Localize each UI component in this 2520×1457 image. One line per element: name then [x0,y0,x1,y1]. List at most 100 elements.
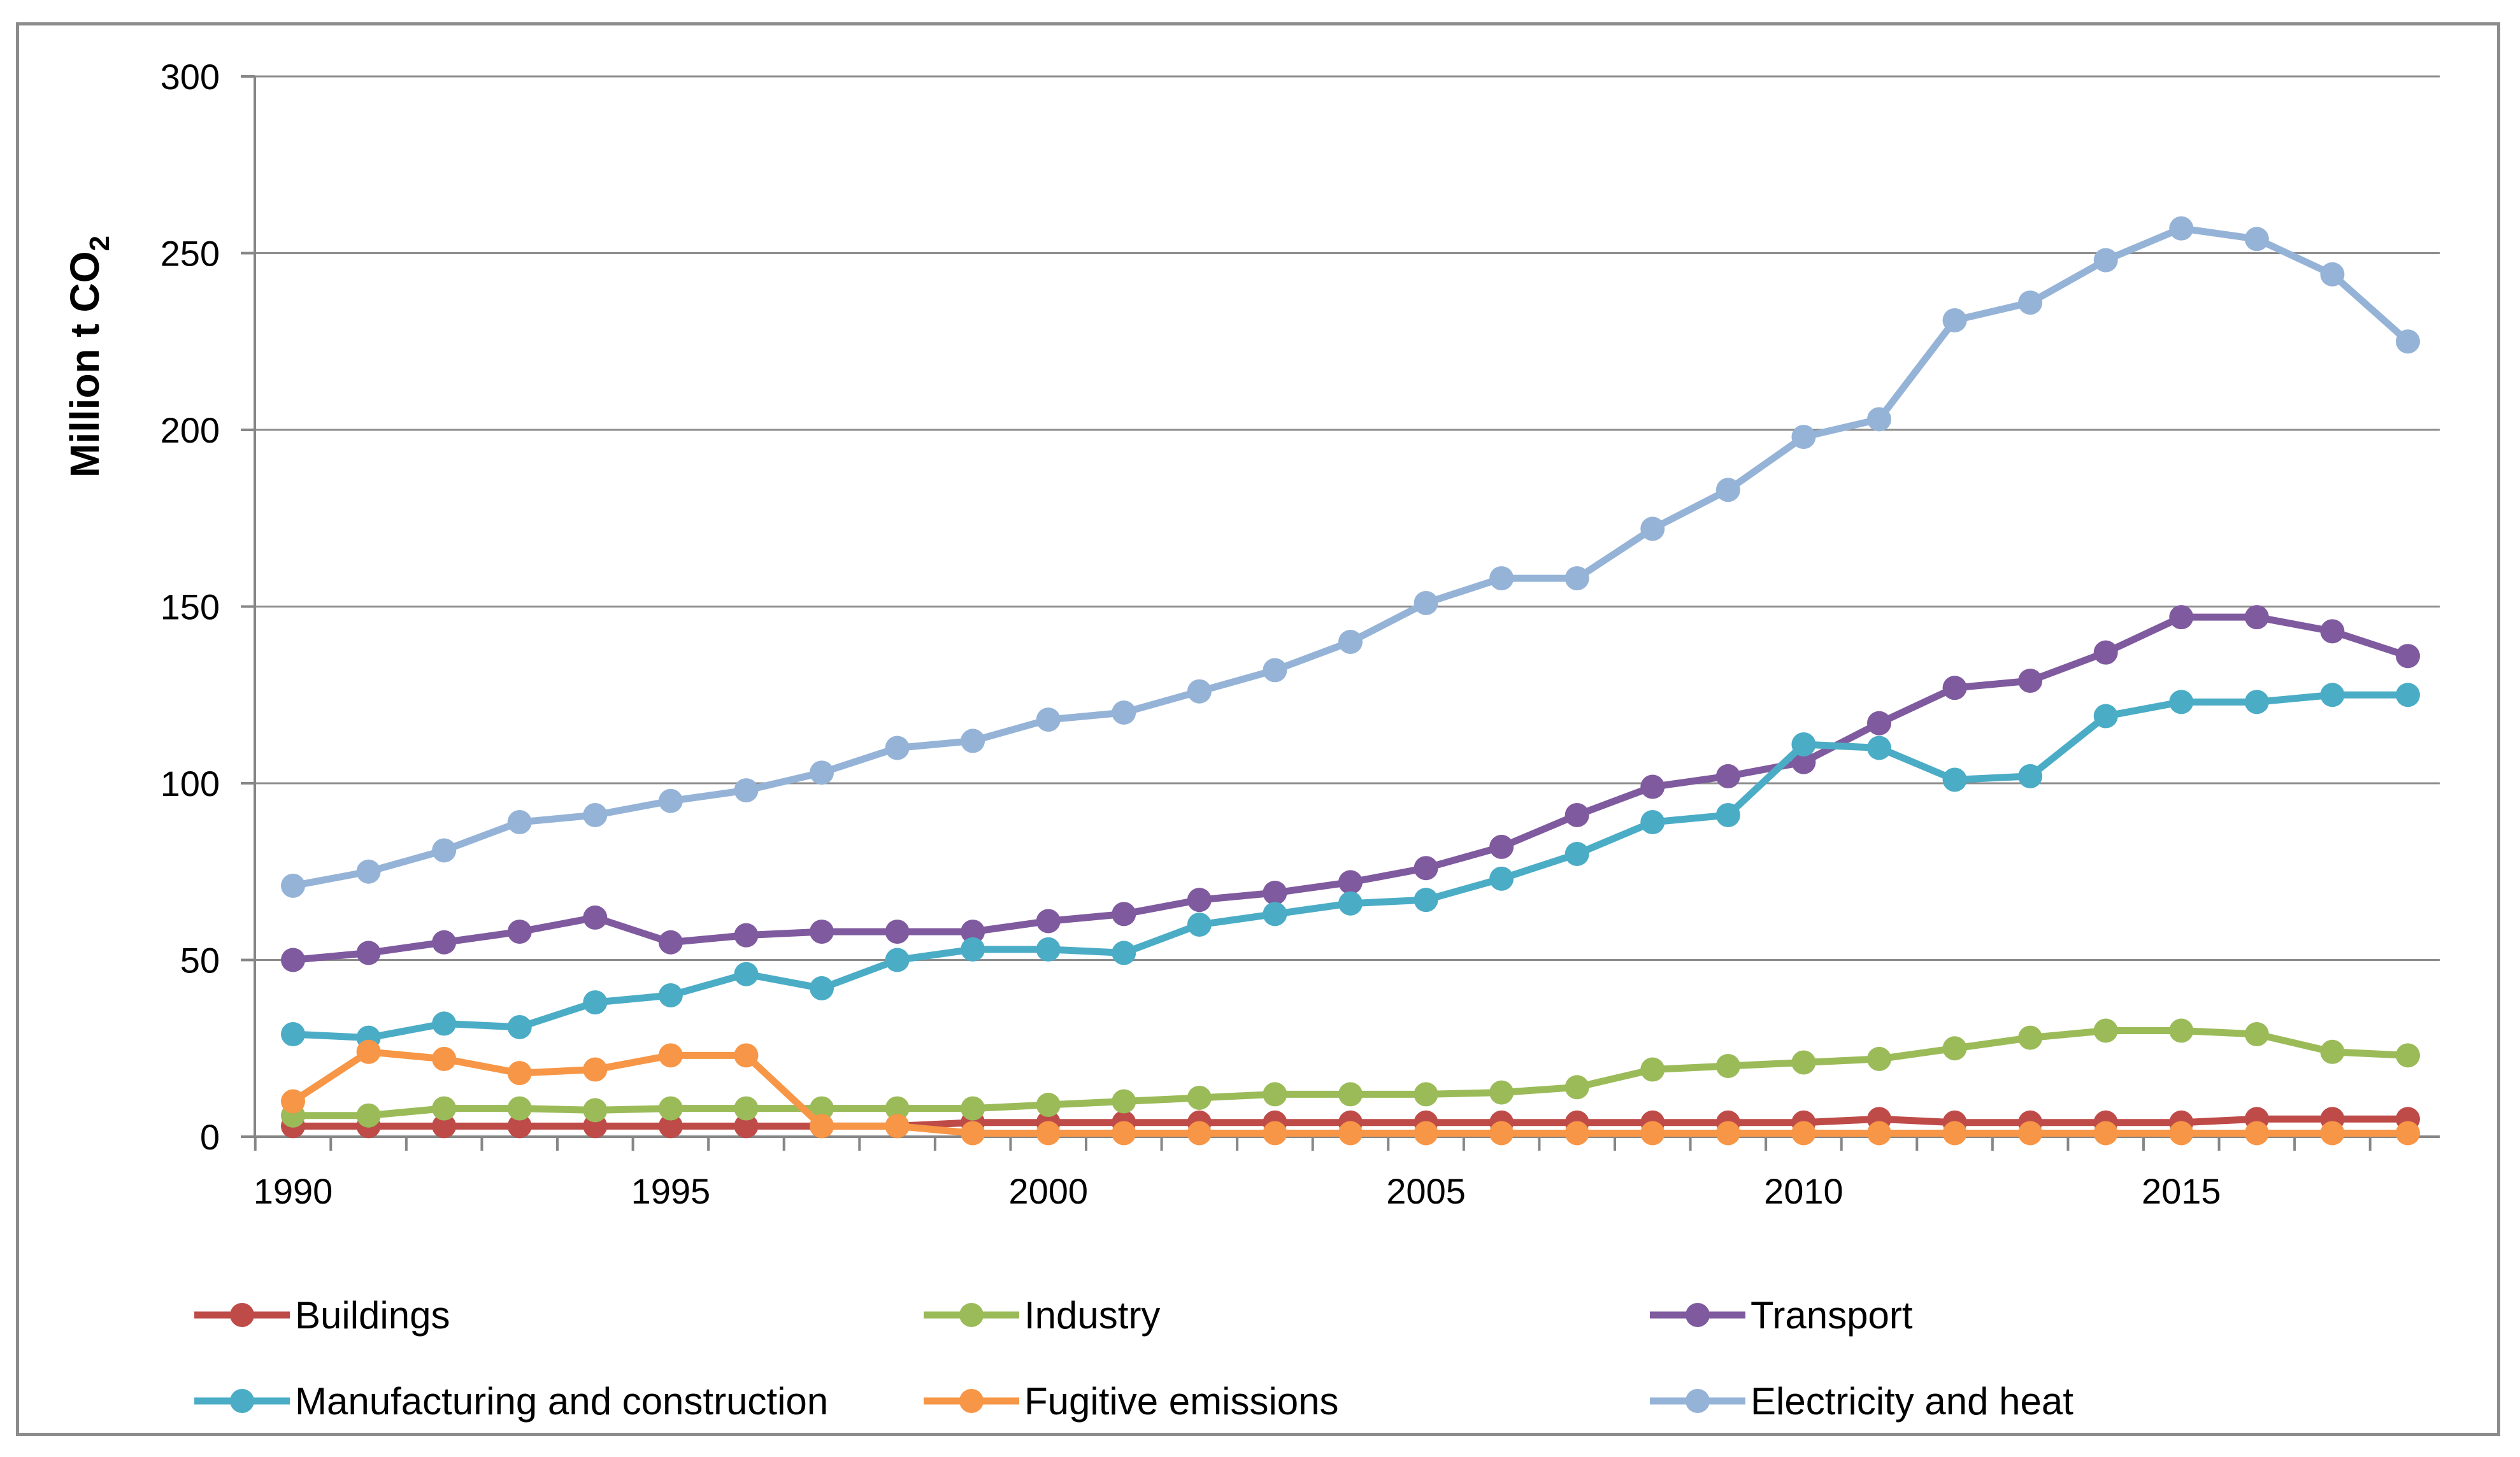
legend-item-fugitive-emissions: Fugitive emissions [924,1380,1339,1423]
data-point [734,1043,759,1068]
y-axis-label-subscript: 2 [84,236,115,251]
axes [241,75,2440,1151]
data-point [2093,640,2118,665]
data-point [356,941,381,965]
data-point [810,920,834,944]
data-point [734,1114,759,1139]
data-point [1791,1121,1816,1146]
data-point [2320,1121,2345,1146]
data-point [1187,679,1212,704]
legend-label: Electricity and heat [1750,1380,2073,1423]
legend-item-buildings: Buildings [194,1294,450,1337]
data-point [1187,1121,1212,1146]
data-point [1942,308,1967,332]
data-point [1263,881,1287,906]
data-point [1867,736,1891,760]
data-point [1338,870,1363,895]
data-point [961,937,985,962]
y-axis-label-main: Million t CO [62,251,108,478]
legend-label: Buildings [295,1294,450,1337]
data-point [1715,1054,1740,1078]
data-point [1338,1121,1363,1146]
data-point [2169,690,2194,714]
legend-item-transport: Transport [1650,1294,1913,1337]
data-point [2018,669,2043,693]
line-chart: 0 50 100 150 200 250 300 1990 1995 2000 2005 2010 2… [62,57,2440,1423]
data-point [432,1011,457,1036]
data-point [2018,764,2043,788]
data-point [2396,1121,2420,1146]
x-tick-labels: 1990 1995 2000 2005 2010 2015 [254,1171,2221,1211]
data-point [1791,1050,1816,1075]
data-point [2018,290,2043,315]
data-point [1112,700,1136,725]
data-point [2018,1025,2043,1050]
data-point [734,923,759,948]
data-point [1036,1093,1061,1118]
data-point [507,1096,532,1121]
series-line [292,691,2408,1042]
data-point [1187,1085,1212,1110]
data-point [2169,1018,2194,1043]
data-point [2396,329,2420,354]
data-point [1791,750,1816,774]
data-point [734,962,759,986]
data-point [1263,1082,1287,1107]
data-point [1338,891,1363,916]
chart-frame: 0 50 100 150 200 250 300 1990 1995 2000 2005 2010 2… [16,22,2500,1436]
legend-label: Industry [1024,1294,1160,1337]
data-point [885,1096,910,1121]
data-point [1112,902,1136,927]
y-axis-label: Million t CO2 [62,236,115,478]
data-point [432,930,457,955]
data-point [2244,1121,2269,1146]
data-point [1036,937,1061,962]
data-point [583,990,608,1015]
data-point [507,1061,532,1086]
data-point [1640,1057,1665,1082]
x-tick-label-1990: 1990 [254,1171,333,1211]
y-tick-label-100: 100 [161,764,220,804]
legend-label: Fugitive emissions [1024,1380,1339,1423]
data-point [810,976,834,1000]
data-point [2244,690,2269,714]
data-point [1187,888,1212,913]
data-point [2396,1043,2420,1068]
data-point [2169,216,2194,241]
data-point [2396,683,2420,707]
data-point [1489,1121,1514,1146]
x-tick-label-2005: 2005 [1386,1171,1466,1211]
data-point [1489,566,1514,591]
data-point [1564,1121,1589,1146]
series-manufacturing-and-construction [281,683,2420,1050]
data-point [961,1096,985,1121]
legend: Buildings Industry Transport Manufacturing … [194,1294,2073,1423]
data-point [432,1096,457,1121]
data-point [1640,516,1665,541]
data-point [885,920,910,944]
data-point [1867,407,1891,432]
data-point [1036,909,1061,934]
data-point [1564,842,1589,866]
data-point [2320,262,2345,287]
data-point [1640,1121,1665,1146]
data-point [1414,1082,1438,1107]
data-point [961,728,985,753]
data-point [658,1096,683,1121]
x-tick-label-1995: 1995 [631,1171,711,1211]
data-point [356,1103,381,1128]
data-point [1112,941,1136,965]
legend-swatch-marker [959,1303,984,1327]
legend-label: Manufacturing and construction [295,1380,828,1423]
legend-item-industry: Industry [924,1294,1160,1337]
data-point [1942,767,1967,792]
data-point [1263,902,1287,927]
legend-label: Transport [1750,1294,1913,1337]
data-point [1112,1121,1136,1146]
data-point [658,788,683,813]
legend-item-electricity-and-heat: Electricity and heat [1650,1380,2073,1423]
data-point [961,920,985,944]
data-point [810,760,834,785]
data-point [2244,227,2269,252]
data-point [2093,1018,2118,1043]
